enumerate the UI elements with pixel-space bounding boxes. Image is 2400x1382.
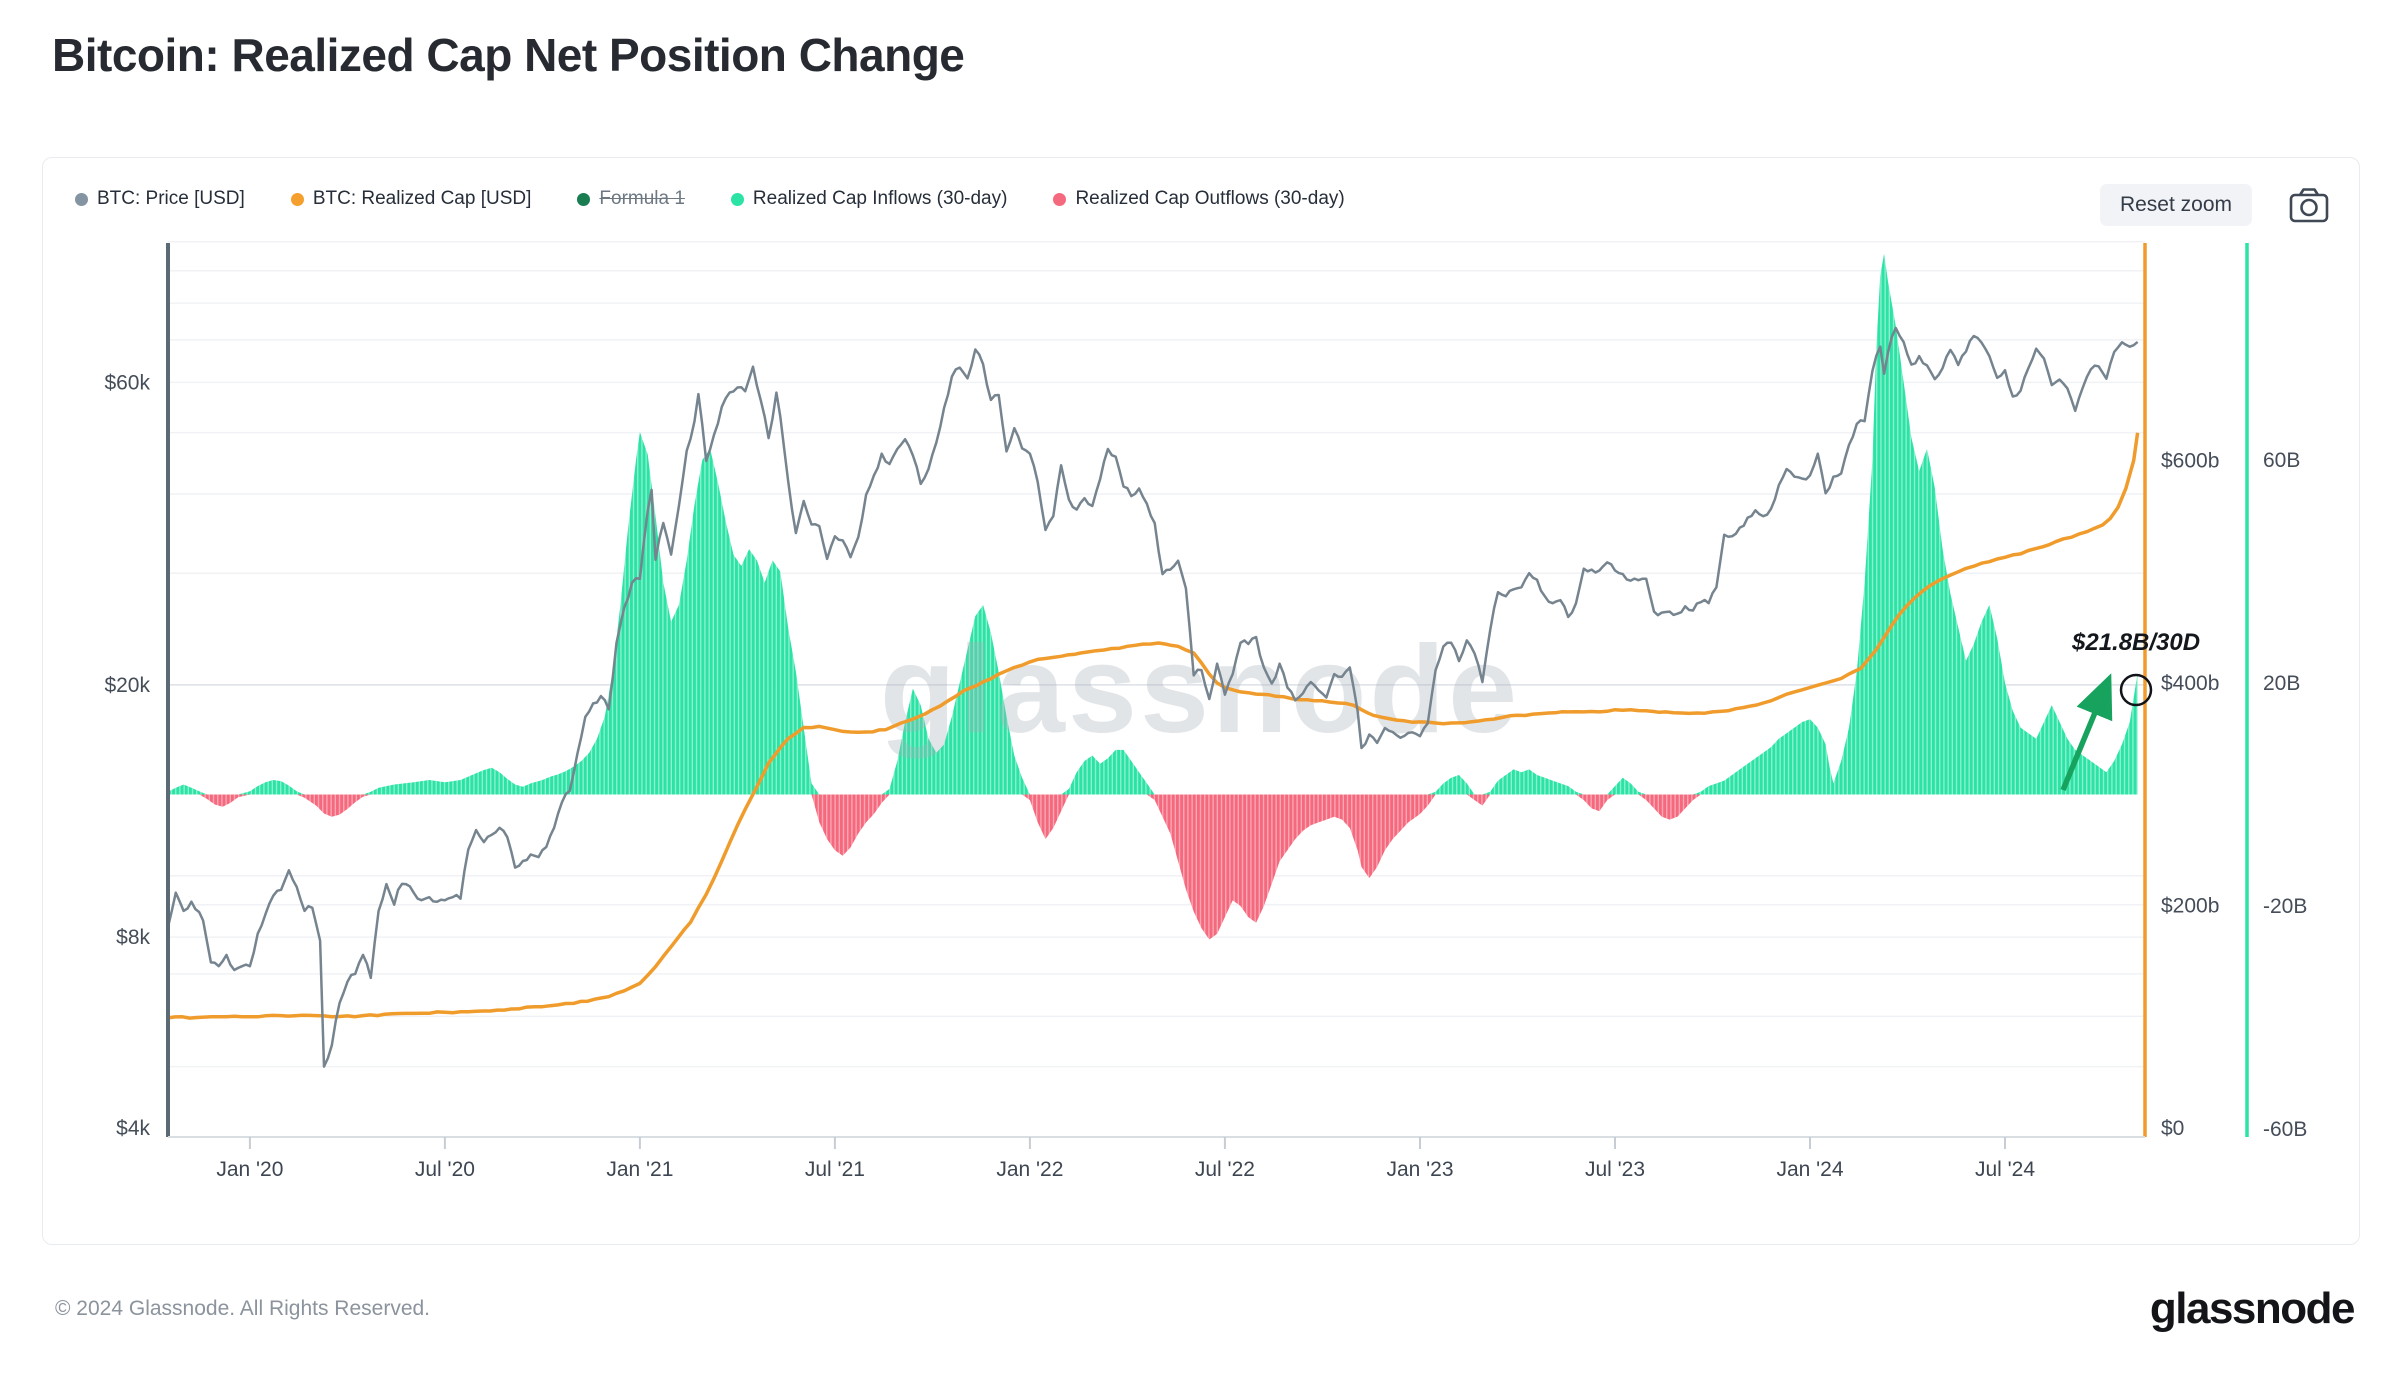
legend-dot-icon bbox=[1053, 192, 1067, 206]
realized-cap-axis-tick-label: $600b bbox=[2161, 450, 2219, 473]
price-axis-tick-label: $20k bbox=[104, 674, 150, 697]
plot-area[interactable] bbox=[168, 243, 2145, 1137]
x-axis-tick-label: Jan '23 bbox=[1386, 1158, 1453, 1181]
net-position-axis-tick-label: 60B bbox=[2263, 449, 2300, 472]
legend-dot-icon bbox=[577, 192, 591, 206]
legend-item[interactable]: Realized Cap Outflows (30-day) bbox=[1053, 188, 1345, 210]
legend-item-label: Realized Cap Outflows (30-day) bbox=[1075, 188, 1345, 209]
annotation-group: $21.8B/30D bbox=[2060, 629, 2200, 792]
net-position-areas-group bbox=[168, 253, 2138, 940]
net-position-axis-tick-label: -60B bbox=[2263, 1118, 2307, 1141]
legend: BTC: Price [USD] BTC: Realized Cap [USD] F… bbox=[75, 188, 1345, 210]
legend-item-label: BTC: Realized Cap [USD] bbox=[312, 188, 532, 209]
watermark: glassnode bbox=[880, 621, 1520, 759]
x-axis-tick-label: Jul '20 bbox=[415, 1158, 475, 1181]
legend-dot-icon bbox=[290, 192, 304, 206]
line-series-group bbox=[168, 326, 2140, 1068]
legend-item-label: Realized Cap Inflows (30-day) bbox=[752, 188, 1008, 209]
camera-icon bbox=[2289, 188, 2329, 223]
axis-lines-group bbox=[166, 243, 2249, 1138]
x-axis-tick-label: Jan '24 bbox=[1776, 1158, 1843, 1181]
x-axis-tick-label: Jan '22 bbox=[996, 1158, 1063, 1181]
realized-cap-axis-tick-label: $0 bbox=[2161, 1117, 2184, 1140]
footer-copyright: © 2024 Glassnode. All Rights Reserved. bbox=[55, 1297, 431, 1320]
legend-item[interactable]: BTC: Price [USD] bbox=[75, 188, 245, 210]
reset-zoom-button[interactable]: Reset zoom bbox=[2099, 184, 2252, 226]
legend-item-label: BTC: Price [USD] bbox=[97, 188, 245, 209]
camera-button[interactable] bbox=[2288, 186, 2330, 224]
price-line-series bbox=[168, 326, 2139, 1068]
legend-item-label: Formula 1 bbox=[599, 188, 685, 209]
realized-cap-axis-tick-label: $200b bbox=[2161, 895, 2219, 918]
axis-labels-group: Jan '20 Jul '20 Jan '21 Jul '21 Jan '22 Jul '… bbox=[104, 371, 2307, 1181]
price-axis-tick-label: $60k bbox=[104, 371, 150, 394]
annotation-arrow bbox=[2060, 673, 2113, 792]
price-axis-tick-label: $8k bbox=[116, 926, 150, 949]
x-axis-tick-label: Jan '20 bbox=[216, 1158, 283, 1181]
annotation-label: $21.8B/30D bbox=[2071, 629, 2200, 656]
legend-dot-icon bbox=[75, 192, 88, 206]
legend-item[interactable]: BTC: Realized Cap [USD] bbox=[290, 188, 532, 210]
x-axis-tick-label: Jul '21 bbox=[805, 1158, 865, 1181]
x-axis-tick-label: Jan '21 bbox=[606, 1158, 673, 1181]
page-title: Bitcoin: Realized Cap Net Position Chang… bbox=[52, 29, 965, 81]
realized-cap-line-series bbox=[168, 432, 2140, 1020]
x-axis-tick-label: Jul '24 bbox=[1975, 1158, 2035, 1181]
annotation-circle bbox=[2119, 673, 2153, 707]
x-axis-tick-label: Jul '22 bbox=[1195, 1158, 1255, 1181]
legend-item[interactable]: Realized Cap Inflows (30-day) bbox=[730, 188, 1008, 210]
legend-item[interactable]: Formula 1 bbox=[577, 188, 685, 210]
legend-dot-icon bbox=[730, 192, 744, 206]
realized-cap-axis-tick-label: $400b bbox=[2161, 672, 2219, 695]
footer-brand-logo: glassnode bbox=[2149, 1284, 2356, 1333]
x-axis-tick-label: Jul '23 bbox=[1585, 1158, 1645, 1181]
net-position-axis-tick-label: 20B bbox=[2263, 672, 2300, 695]
inflows-area-series bbox=[168, 253, 2138, 795]
net-position-axis-tick-label: -20B bbox=[2263, 895, 2307, 918]
price-axis-tick-label: $4k bbox=[116, 1117, 150, 1140]
chart-toolbar: Reset zoom bbox=[2099, 184, 2330, 226]
